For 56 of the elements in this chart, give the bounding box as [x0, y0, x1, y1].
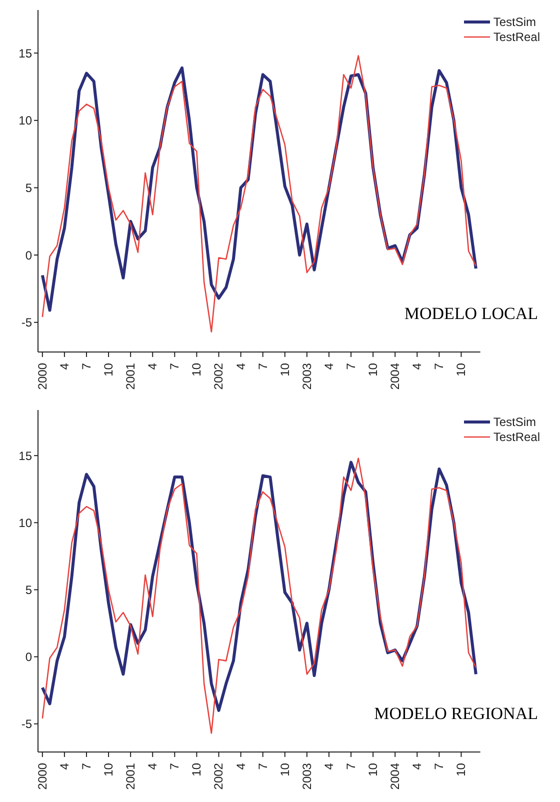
x-tick-label: 4 — [146, 362, 160, 370]
y-tick-label: 10 — [18, 114, 32, 128]
y-tick-label: 10 — [18, 516, 32, 530]
x-tick-label: 7 — [79, 762, 94, 770]
x-tick-label: 2003 — [300, 762, 314, 790]
x-tick-label: 7 — [256, 362, 270, 370]
x-tick-label: 7 — [432, 762, 446, 770]
x-tick-label: 10 — [454, 762, 468, 776]
x-tick-label: 10 — [278, 762, 292, 776]
x-tick-label: 10 — [190, 762, 204, 776]
y-tick-label: 0 — [25, 650, 32, 664]
x-tick-label: 2000 — [35, 362, 50, 390]
x-tick-label: 2002 — [212, 762, 226, 790]
x-tick-label: 4 — [410, 362, 424, 370]
y-tick-label: 15 — [18, 46, 32, 60]
x-tick-label: 4 — [322, 762, 336, 770]
x-tick-label: 7 — [168, 762, 182, 770]
y-tick-label: 5 — [25, 582, 32, 597]
x-tick-label: 4 — [322, 362, 336, 370]
y-tick-label: -5 — [21, 316, 32, 330]
x-tick-label: 2003 — [300, 362, 314, 390]
x-tick-label: 2000 — [35, 762, 50, 790]
x-tick-label: 7 — [344, 762, 358, 770]
y-tick-label: 5 — [25, 180, 32, 195]
x-tick-label: 2002 — [212, 362, 226, 390]
x-tick-label: 10 — [454, 362, 468, 376]
x-tick-label: 4 — [234, 362, 248, 370]
x-tick-label: 10 — [102, 762, 116, 776]
x-tick-label: 2001 — [124, 762, 138, 790]
x-tick-label: 4 — [410, 762, 424, 770]
x-tick-label: 7 — [432, 362, 446, 370]
x-tick-label: 4 — [146, 762, 160, 770]
x-tick-label: 2001 — [124, 362, 138, 390]
x-tick-label: 7 — [79, 362, 94, 370]
x-tick-label: 10 — [366, 762, 380, 776]
x-tick-label: 4 — [57, 762, 72, 770]
x-tick-label: 4 — [57, 362, 72, 370]
x-tick-label: 10 — [102, 362, 116, 376]
x-tick-label: 10 — [190, 362, 204, 376]
legend-label: TestSim — [493, 14, 536, 28]
y-tick-label: -5 — [21, 717, 32, 732]
legend-label: TestReal — [493, 430, 540, 444]
annotation: MODELO LOCAL — [404, 304, 538, 324]
x-tick-label: 10 — [366, 362, 380, 376]
legend-label: TestReal — [493, 30, 540, 44]
x-tick-label: 10 — [278, 362, 292, 376]
annotation: MODELO REGIONAL — [374, 704, 538, 724]
x-tick-label: 2004 — [388, 762, 402, 790]
x-tick-label: 7 — [256, 762, 270, 770]
legend-label: TestSim — [493, 414, 536, 428]
x-tick-label: 2004 — [388, 362, 402, 390]
x-tick-label: 4 — [234, 762, 248, 770]
x-tick-label: 7 — [344, 362, 358, 370]
x-tick-label: 7 — [168, 362, 182, 370]
y-tick-label: 0 — [25, 248, 32, 262]
y-tick-label: 15 — [18, 448, 32, 463]
